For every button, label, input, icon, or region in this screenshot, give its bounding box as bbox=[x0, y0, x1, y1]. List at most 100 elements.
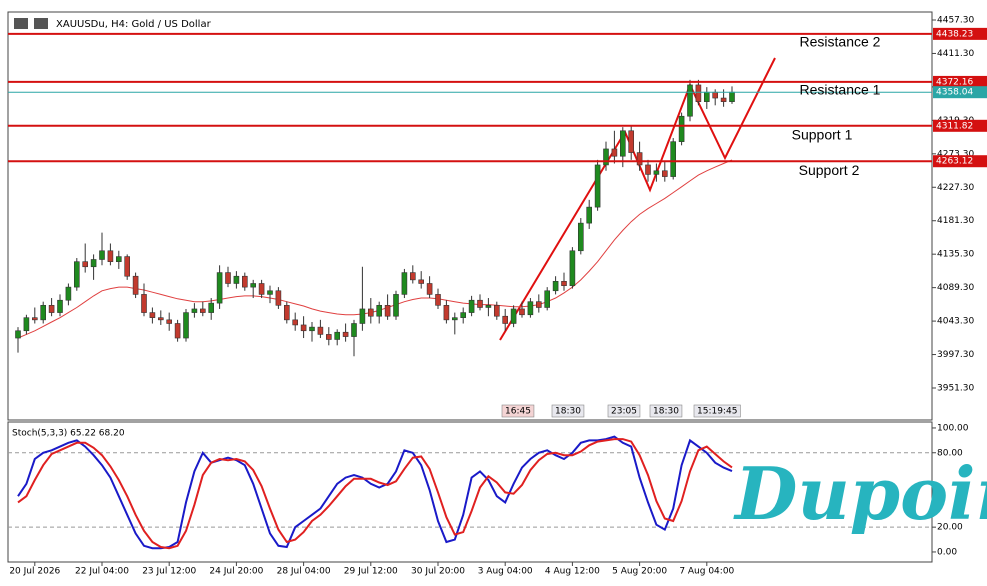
candle-body bbox=[158, 317, 164, 321]
candle-body bbox=[703, 91, 710, 102]
candle-body bbox=[258, 283, 265, 295]
candle-body bbox=[107, 250, 114, 262]
level-name: Support 1 bbox=[792, 127, 853, 143]
level-value: 4311.82 bbox=[936, 121, 973, 131]
candle-body bbox=[82, 261, 88, 268]
chart-title: XAUUSDu, H4: Gold / US Dollar bbox=[56, 19, 212, 30]
x-tick-label: 22 Jul 04:00 bbox=[75, 567, 129, 577]
candle-body bbox=[309, 326, 315, 332]
candle-body bbox=[628, 130, 635, 153]
time-mark: 15:19:45 bbox=[697, 407, 737, 417]
candle-body bbox=[443, 305, 450, 321]
x-tick-label: 3 Aug 04:00 bbox=[478, 567, 533, 577]
candle-body bbox=[183, 312, 189, 339]
y-tick-label: 4457.30 bbox=[937, 16, 974, 26]
pattern-drawing bbox=[499, 57, 776, 341]
candle-body bbox=[510, 308, 517, 324]
candle-body bbox=[208, 302, 214, 313]
time-mark-box bbox=[607, 404, 641, 418]
candle-body bbox=[242, 275, 248, 288]
y-tick-label: 4043.30 bbox=[937, 317, 974, 327]
y2-tick-label: 100.00 bbox=[937, 423, 969, 433]
candle-body bbox=[519, 308, 525, 316]
current-price-label: 4358.04 bbox=[936, 88, 973, 98]
stoch-d bbox=[17, 438, 733, 550]
candle-body bbox=[351, 323, 357, 337]
candle-body bbox=[720, 97, 727, 102]
candle-body bbox=[645, 164, 651, 175]
candle-body bbox=[292, 319, 299, 326]
candle-body bbox=[216, 272, 223, 304]
candle-body bbox=[485, 305, 492, 308]
y-tick-label: 3951.30 bbox=[937, 384, 974, 394]
candle-body bbox=[342, 331, 349, 337]
y-tick-label: 4227.30 bbox=[937, 183, 974, 193]
candle-body bbox=[594, 164, 601, 208]
candle-body bbox=[468, 299, 475, 313]
x-tick-label: 30 Jul 20:00 bbox=[411, 567, 465, 577]
y2-tick-label: 20.00 bbox=[937, 523, 963, 533]
candle-body bbox=[418, 279, 425, 284]
candle-body bbox=[57, 299, 63, 313]
candle-body bbox=[359, 308, 366, 324]
level-name: Resistance 2 bbox=[800, 34, 881, 50]
current-price-box bbox=[933, 86, 987, 99]
x-tick-label: 20 Jul 2026 bbox=[9, 567, 60, 577]
time-mark-box bbox=[649, 404, 683, 418]
candle-body bbox=[695, 84, 702, 102]
candle-body bbox=[451, 317, 458, 321]
candle-body bbox=[65, 286, 72, 301]
time-mark: 16:45 bbox=[505, 407, 531, 417]
candle-body bbox=[393, 294, 399, 317]
candle-body bbox=[678, 115, 685, 142]
candle-body bbox=[191, 308, 198, 313]
level-value: 4438.23 bbox=[936, 29, 973, 39]
x-tick-label: 29 Jul 12:00 bbox=[344, 567, 398, 577]
candle-body bbox=[23, 317, 30, 332]
level-value: 4372.16 bbox=[936, 77, 973, 87]
y-tick-label: 3997.30 bbox=[937, 350, 974, 360]
time-mark-box bbox=[501, 404, 535, 418]
indicator-pane-frame bbox=[7, 421, 933, 563]
candle-body bbox=[636, 152, 643, 166]
candle-body bbox=[544, 290, 551, 308]
indicator-title: Stoch(5,3,3) 65.22 68.20 bbox=[12, 429, 125, 439]
level-value: 4263.12 bbox=[936, 157, 973, 167]
candle-body bbox=[603, 148, 609, 166]
candle-body bbox=[116, 256, 122, 262]
x-tick-label: 28 Jul 04:00 bbox=[277, 567, 331, 577]
x-tick-label: 7 Aug 04:00 bbox=[679, 567, 734, 577]
candle-body bbox=[712, 91, 719, 99]
y2-tick-label: 80.00 bbox=[937, 448, 963, 458]
candle-body bbox=[132, 275, 139, 295]
candle-body bbox=[149, 312, 156, 318]
icon bbox=[14, 18, 28, 29]
candle-body bbox=[124, 256, 130, 277]
symbol-icons bbox=[14, 18, 48, 29]
candle-body bbox=[502, 315, 509, 324]
level-name: Support 2 bbox=[799, 162, 860, 178]
y-tick-label: 4135.30 bbox=[937, 250, 974, 260]
candle-body bbox=[15, 330, 21, 339]
y-tick-label: 4273.30 bbox=[937, 149, 974, 159]
candle-body bbox=[225, 272, 231, 284]
candle-body bbox=[527, 301, 534, 316]
candle-body bbox=[577, 222, 584, 252]
candle-body bbox=[90, 259, 97, 268]
candle-body bbox=[611, 148, 618, 157]
candle-body bbox=[653, 170, 660, 175]
candle-body bbox=[569, 250, 576, 286]
candle-body bbox=[267, 290, 273, 295]
icon bbox=[34, 18, 48, 29]
time-mark: 18:30 bbox=[555, 407, 581, 417]
candle-body bbox=[535, 301, 542, 308]
candle-body bbox=[74, 261, 80, 288]
candle-body bbox=[174, 323, 181, 339]
candle-body bbox=[141, 294, 147, 313]
candle-body bbox=[687, 84, 693, 117]
candle-body bbox=[250, 283, 256, 288]
x-tick-label: 24 Jul 20:00 bbox=[209, 567, 263, 577]
candle-body bbox=[334, 331, 341, 340]
